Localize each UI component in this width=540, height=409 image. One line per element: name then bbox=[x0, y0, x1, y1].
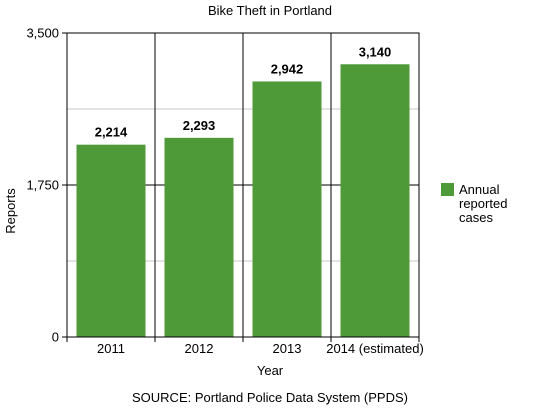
y-axis-ticks: 0 1,750 3,500 bbox=[26, 26, 67, 345]
data-label: 2,214 bbox=[95, 125, 128, 140]
y-tick-label: 1,750 bbox=[26, 178, 59, 193]
x-axis-ticks: 2011 2012 2013 2014 (estimated) bbox=[66, 337, 424, 356]
bar bbox=[164, 137, 234, 337]
bar bbox=[76, 144, 146, 337]
y-tick-label: 0 bbox=[52, 330, 59, 345]
data-label: 2,293 bbox=[183, 118, 216, 133]
legend-label: Annual reported cases bbox=[459, 182, 511, 225]
legend-line: reported bbox=[459, 196, 507, 211]
source-note: SOURCE: Portland Police Data System (PPD… bbox=[132, 390, 408, 405]
y-tick-label: 3,500 bbox=[26, 26, 59, 41]
data-labels: 2,214 2,293 2,942 3,140 bbox=[95, 44, 392, 139]
x-tick-label: 2014 (estimated) bbox=[326, 341, 424, 356]
bar bbox=[252, 81, 322, 338]
legend: Annual reported cases bbox=[441, 182, 511, 225]
legend-line: Annual bbox=[459, 182, 500, 197]
bar bbox=[340, 64, 410, 338]
x-tick-label: 2012 bbox=[185, 341, 214, 356]
bars bbox=[76, 64, 410, 338]
x-axis-label: Year bbox=[257, 363, 284, 378]
data-label: 3,140 bbox=[359, 44, 392, 59]
data-label: 2,942 bbox=[271, 61, 304, 76]
x-tick-label: 2011 bbox=[97, 341, 125, 356]
x-tick-label: 2013 bbox=[273, 341, 302, 356]
legend-line: cases bbox=[459, 210, 493, 225]
chart-title: Bike Theft in Portland bbox=[208, 3, 332, 18]
y-axis-label: Reports bbox=[3, 188, 18, 234]
legend-swatch bbox=[441, 183, 454, 196]
